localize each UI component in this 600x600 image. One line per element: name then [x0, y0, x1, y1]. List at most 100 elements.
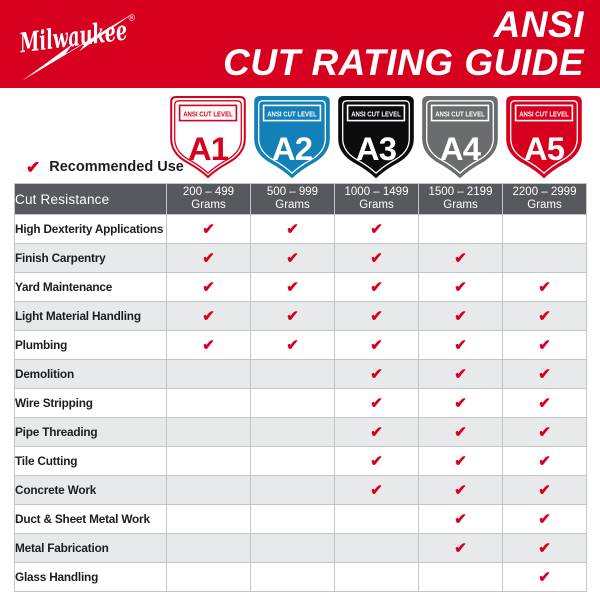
- check-cell: ✔: [502, 301, 587, 331]
- column-header: 2200 – 2999 Grams: [502, 183, 587, 215]
- table-row: Light Material Handling ✔ ✔ ✔ ✔ ✔: [14, 301, 587, 331]
- empty-cell: [166, 504, 251, 534]
- empty-cell: [166, 475, 251, 505]
- empty-cell: [166, 388, 251, 418]
- page-title: ANSI CUT RATING GUIDE: [223, 6, 584, 81]
- check-cell: ✔: [418, 417, 503, 447]
- check-cell: ✔: [502, 417, 587, 447]
- shield-label: ANSI CUT LEVEL: [351, 112, 401, 119]
- cut-level-badge-a5: ANSI CUT LEVEL A5: [502, 95, 586, 181]
- check-cell: ✔: [418, 533, 503, 563]
- empty-cell: [334, 504, 419, 534]
- check-cell: ✔: [250, 243, 335, 273]
- empty-cell: [250, 562, 335, 592]
- check-cell: ✔: [418, 301, 503, 331]
- row-label: Yard Maintenance: [14, 272, 167, 302]
- shield-label: ANSI CUT LEVEL: [267, 112, 317, 119]
- check-icon: ✔: [538, 452, 551, 470]
- title-line-2: CUT RATING GUIDE: [223, 41, 584, 83]
- check-icon: ✔: [370, 481, 383, 499]
- check-icon: ✔: [202, 307, 215, 325]
- column-header: 500 – 999 Grams: [250, 183, 335, 215]
- shield-icon: ANSI CUT LEVEL A3: [338, 96, 414, 179]
- empty-cell: [166, 359, 251, 389]
- empty-cell: [334, 533, 419, 563]
- check-icon: ✔: [26, 157, 41, 177]
- check-icon: ✔: [370, 394, 383, 412]
- check-icon: ✔: [370, 249, 383, 267]
- row-label: Glass Handling: [14, 562, 167, 592]
- title-line-1: ANSI: [493, 4, 584, 45]
- check-icon: ✔: [538, 568, 551, 586]
- corner-header: Cut Resistance: [14, 183, 167, 215]
- header-banner: Milwaukee ® ANSI CUT RATING GUIDE: [0, 0, 600, 88]
- check-icon: ✔: [454, 394, 467, 412]
- table-row: Plumbing ✔ ✔ ✔ ✔ ✔: [14, 330, 587, 360]
- check-icon: ✔: [370, 423, 383, 441]
- cut-level-badge-a3: ANSI CUT LEVEL A3: [334, 95, 418, 181]
- check-cell: ✔: [334, 446, 419, 476]
- check-icon: ✔: [454, 423, 467, 441]
- empty-cell: [250, 359, 335, 389]
- table-row: Glass Handling ✔: [14, 562, 587, 592]
- check-cell: ✔: [334, 272, 419, 302]
- check-icon: ✔: [454, 307, 467, 325]
- row-label: Wire Stripping: [14, 388, 167, 418]
- check-cell: ✔: [166, 301, 251, 331]
- row-label: Plumbing: [14, 330, 167, 360]
- shield-icon: ANSI CUT LEVEL A1: [170, 96, 246, 179]
- empty-cell: [166, 562, 251, 592]
- shield-level-code: A5: [524, 130, 565, 167]
- check-cell: ✔: [418, 475, 503, 505]
- check-cell: ✔: [418, 330, 503, 360]
- check-icon: ✔: [370, 307, 383, 325]
- row-label: Metal Fabrication: [14, 533, 167, 563]
- row-label: Tile Cutting: [14, 446, 167, 476]
- empty-cell: [250, 475, 335, 505]
- empty-cell: [250, 446, 335, 476]
- check-cell: ✔: [418, 359, 503, 389]
- cut-level-badge-a2: ANSI CUT LEVEL A2: [250, 95, 334, 181]
- check-icon: ✔: [454, 481, 467, 499]
- check-icon: ✔: [286, 307, 299, 325]
- empty-cell: [418, 214, 503, 244]
- cut-level-badges: ANSI CUT LEVEL A1 ANSI CUT LEVEL A2 ANSI CUT…: [166, 95, 586, 181]
- check-icon: ✔: [538, 365, 551, 383]
- check-cell: ✔: [166, 272, 251, 302]
- table-header-row: Cut Resistance 200 – 499 Grams 500 – 999 Gr…: [14, 183, 587, 215]
- shield-icon: ANSI CUT LEVEL A5: [506, 96, 582, 179]
- shield-icon: ANSI CUT LEVEL A4: [422, 96, 498, 179]
- check-cell: ✔: [250, 301, 335, 331]
- cut-level-badge-a1: ANSI CUT LEVEL A1: [166, 95, 250, 181]
- check-icon: ✔: [454, 336, 467, 354]
- check-icon: ✔: [370, 278, 383, 296]
- row-label: Light Material Handling: [14, 301, 167, 331]
- check-icon: ✔: [538, 336, 551, 354]
- check-icon: ✔: [538, 307, 551, 325]
- registered-trademark: ®: [128, 12, 136, 23]
- empty-cell: [166, 446, 251, 476]
- check-cell: ✔: [502, 533, 587, 563]
- check-cell: ✔: [418, 272, 503, 302]
- check-cell: ✔: [502, 359, 587, 389]
- recommended-use-label: Recommended Use: [49, 159, 184, 175]
- column-header: 200 – 499 Grams: [166, 183, 251, 215]
- check-icon: ✔: [538, 481, 551, 499]
- recommended-use-legend: ✔ Recommended Use: [26, 156, 184, 178]
- check-cell: ✔: [166, 330, 251, 360]
- logo-wordmark: Milwaukee: [17, 15, 129, 59]
- check-cell: ✔: [334, 388, 419, 418]
- row-label: Concrete Work: [14, 475, 167, 505]
- check-icon: ✔: [454, 249, 467, 267]
- cut-rating-table: Cut Resistance 200 – 499 Grams 500 – 999 Gr…: [14, 183, 587, 592]
- check-icon: ✔: [286, 278, 299, 296]
- check-icon: ✔: [202, 336, 215, 354]
- check-cell: ✔: [418, 243, 503, 273]
- table-row: Finish Carpentry ✔ ✔ ✔ ✔: [14, 243, 587, 273]
- check-icon: ✔: [286, 220, 299, 238]
- milwaukee-logo: Milwaukee ®: [17, 12, 136, 81]
- check-icon: ✔: [202, 278, 215, 296]
- shield-icon: ANSI CUT LEVEL A2: [254, 96, 330, 179]
- cut-level-badge-a4: ANSI CUT LEVEL A4: [418, 95, 502, 181]
- empty-cell: [250, 504, 335, 534]
